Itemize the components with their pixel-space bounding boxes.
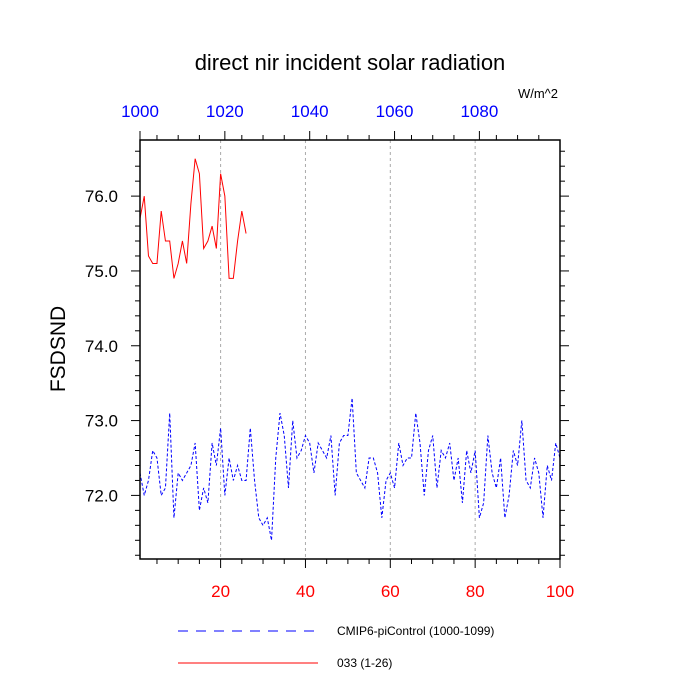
y-tick-label: 72.0 [85, 486, 118, 505]
x-tick-label-bottom: 100 [546, 582, 574, 601]
units-label: W/m^2 [518, 86, 558, 101]
y-tick-label: 75.0 [85, 262, 118, 281]
series-line-033 [139, 158, 247, 279]
legend-label-033: 033 (1-26) [337, 656, 392, 670]
axis-ticks [131, 131, 569, 568]
tick-labels: 20 40 60 80 100 1000 1020 1040 1060 1080 72.0 73.0 7… [85, 102, 574, 601]
x-tick-label-top: 1000 [121, 102, 159, 121]
series-line-cmip6-picontrol [139, 398, 561, 541]
y-tick-label: 74.0 [85, 337, 118, 356]
legend-label-cmip6: CMIP6-piControl (1000-1099) [337, 624, 494, 638]
y-tick-label: 73.0 [85, 412, 118, 431]
x-tick-label-bottom: 40 [296, 582, 315, 601]
x-tick-label-bottom: 20 [211, 582, 230, 601]
x-tick-label-top: 1080 [460, 102, 498, 121]
chart-title: direct nir incident solar radiation [195, 50, 506, 75]
x-tick-label-top: 1060 [376, 102, 414, 121]
y-axis-label: FSDSND [47, 306, 70, 392]
x-tick-label-bottom: 60 [381, 582, 400, 601]
series-group [139, 158, 561, 541]
y-tick-label: 76.0 [85, 187, 118, 206]
legend: CMIP6-piControl (1000-1099) 033 (1-26) [178, 624, 494, 670]
x-tick-label-top: 1020 [206, 102, 244, 121]
plot-frame [139, 139, 561, 560]
x-tick-label-top: 1040 [291, 102, 329, 121]
x-tick-label-bottom: 80 [466, 582, 485, 601]
grid [220, 140, 476, 559]
